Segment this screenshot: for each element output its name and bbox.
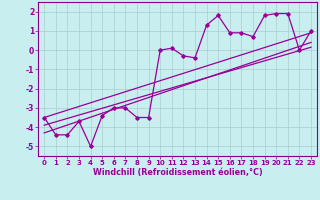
X-axis label: Windchill (Refroidissement éolien,°C): Windchill (Refroidissement éolien,°C): [93, 168, 262, 177]
